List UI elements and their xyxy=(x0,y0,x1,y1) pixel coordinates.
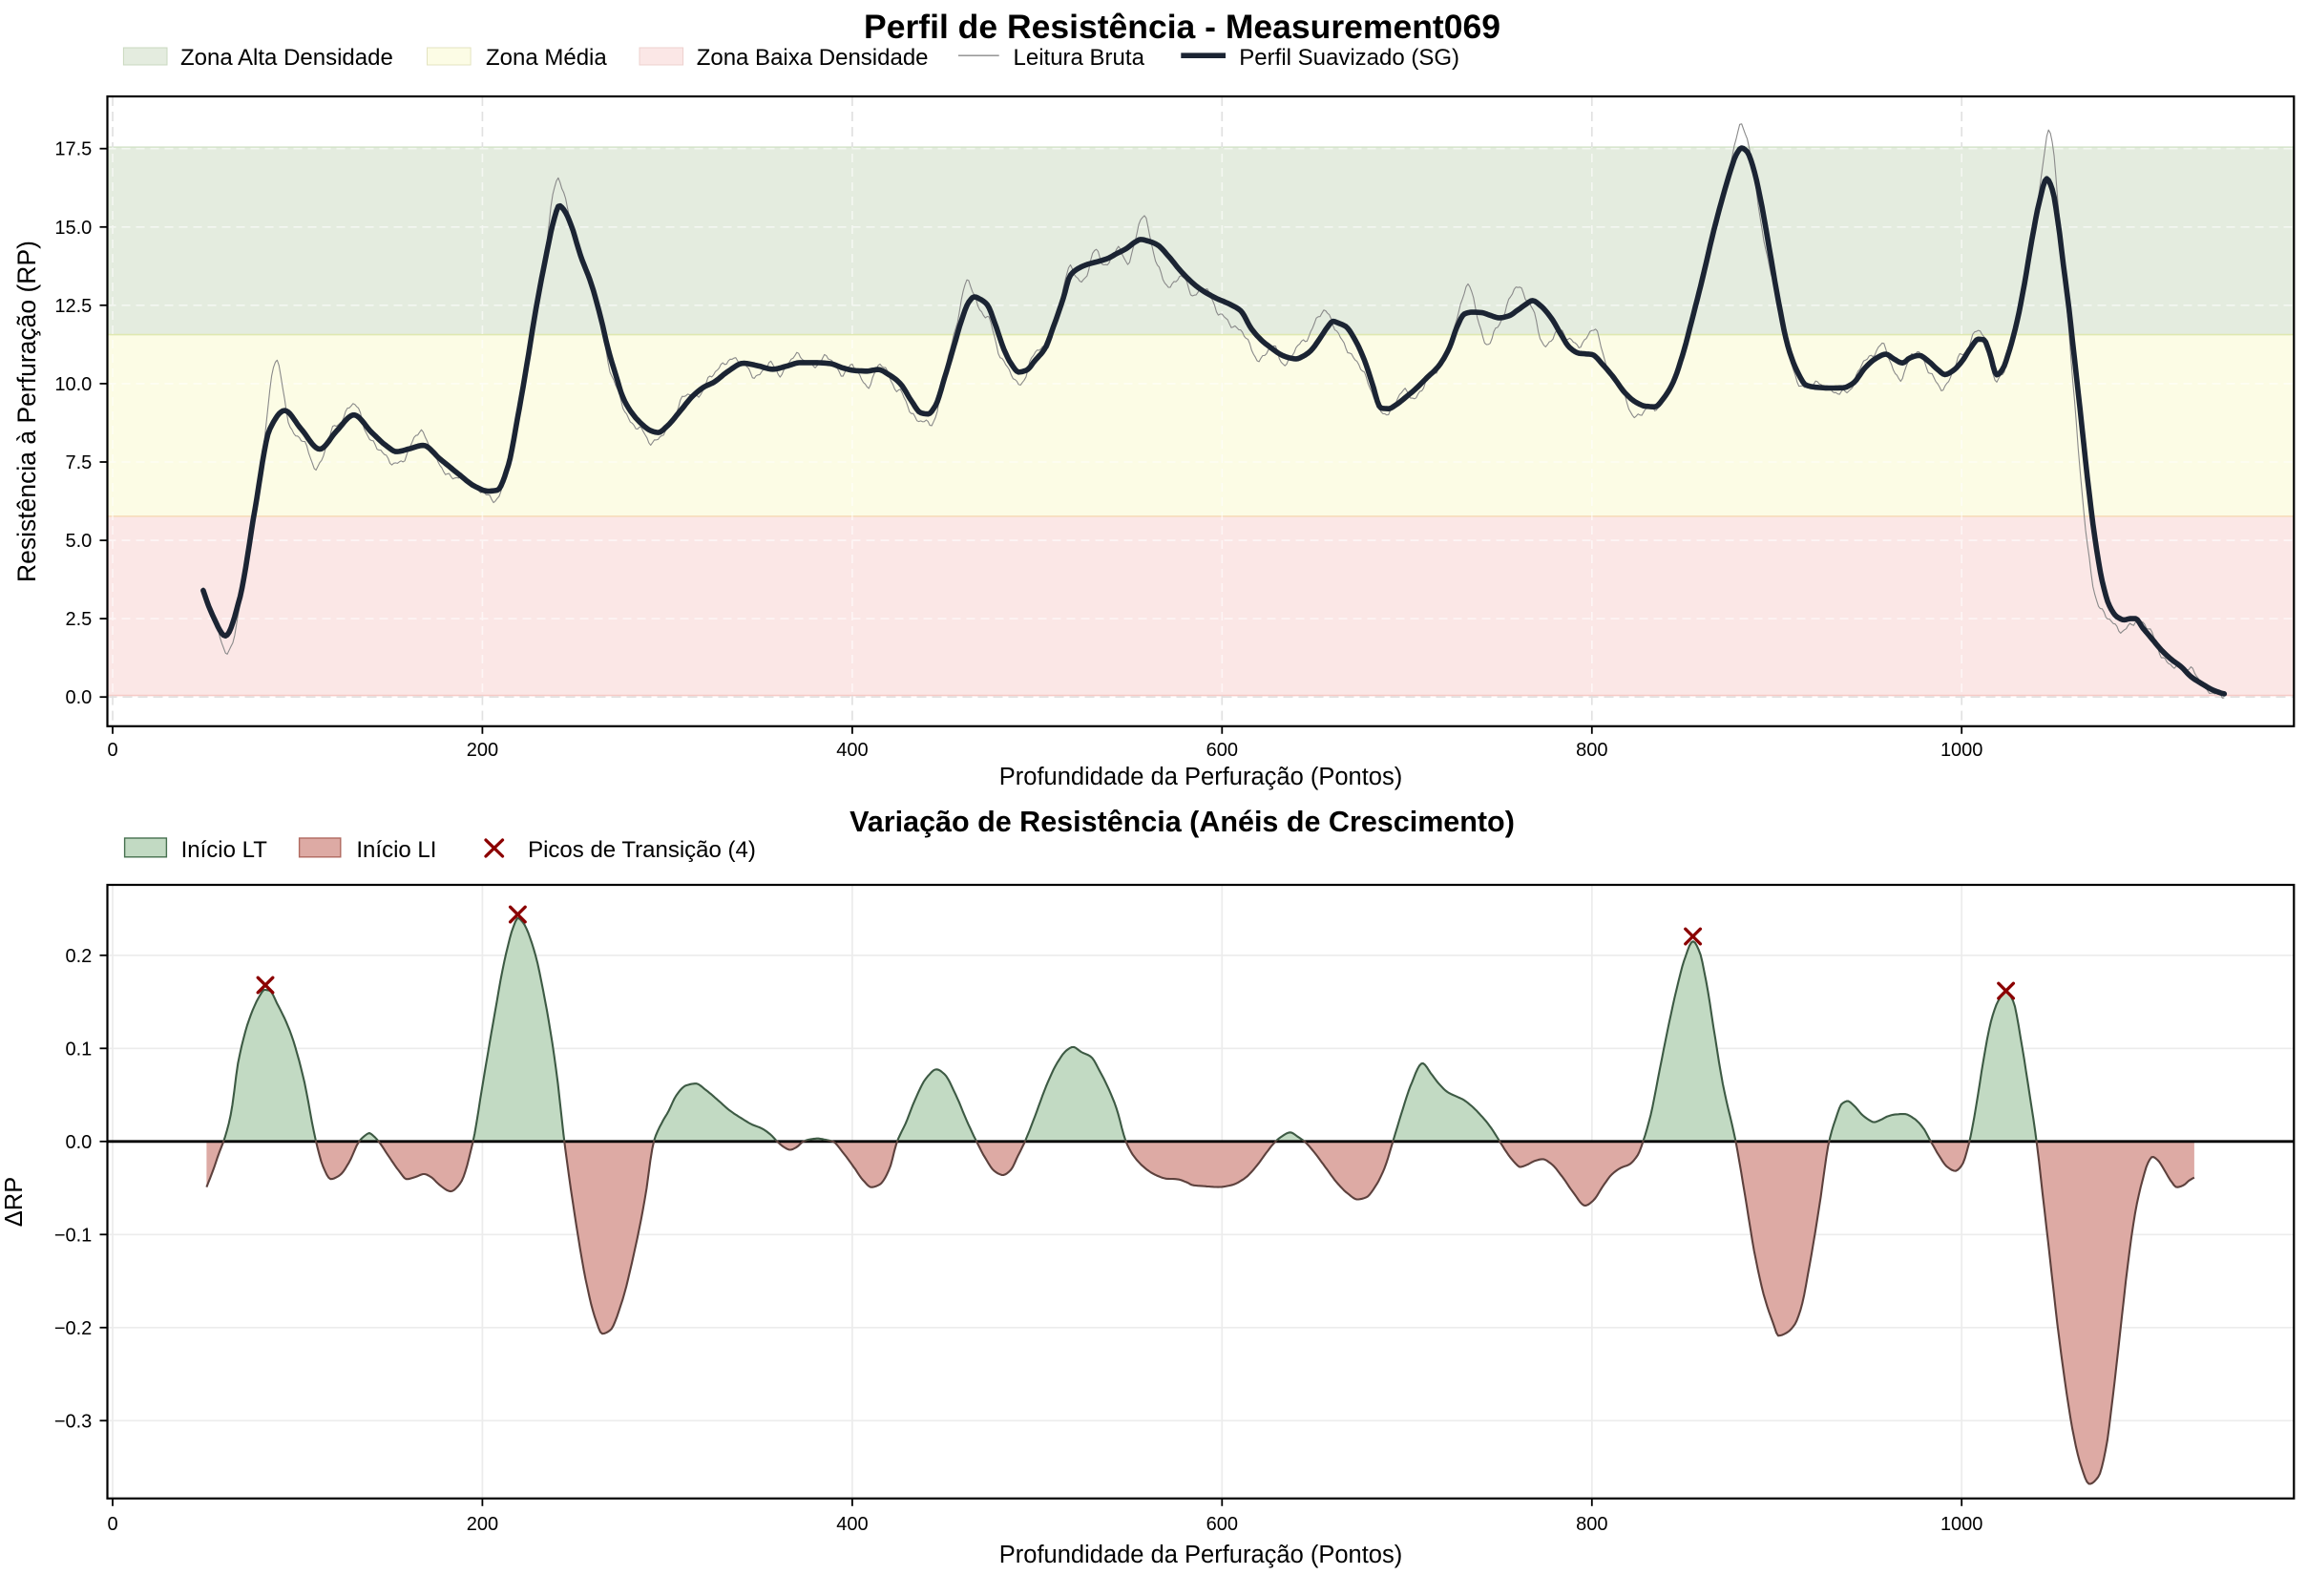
svg-text:Zona Alta Densidade: Zona Alta Densidade xyxy=(180,45,393,71)
svg-text:−0.1: −0.1 xyxy=(54,1225,92,1246)
svg-text:10.0: 10.0 xyxy=(54,374,92,395)
svg-text:5.0: 5.0 xyxy=(65,531,92,552)
svg-text:Resistência à Perfuração (RP): Resistência à Perfuração (RP) xyxy=(12,241,41,582)
svg-text:−0.3: −0.3 xyxy=(54,1411,92,1432)
svg-text:−0.2: −0.2 xyxy=(54,1318,92,1339)
svg-text:0.1: 0.1 xyxy=(65,1039,92,1060)
svg-text:Zona Baixa Densidade: Zona Baixa Densidade xyxy=(697,45,929,71)
svg-text:Variação de Resistência (Anéis: Variação de Resistência (Anéis de Cresci… xyxy=(849,806,1515,838)
svg-text:Picos de Transição (4): Picos de Transição (4) xyxy=(528,837,756,863)
svg-text:15.0: 15.0 xyxy=(54,218,92,239)
svg-text:1000: 1000 xyxy=(1940,740,1983,761)
svg-text:Perfil de Resistência - Measur: Perfil de Resistência - Measurement069 xyxy=(864,8,1500,46)
svg-text:400: 400 xyxy=(836,1514,868,1535)
svg-text:Perfil Suavizado (SG): Perfil Suavizado (SG) xyxy=(1239,45,1459,71)
svg-text:200: 200 xyxy=(467,740,498,761)
svg-text:Profundidade da Perfuração (Po: Profundidade da Perfuração (Pontos) xyxy=(999,1542,1402,1568)
svg-text:0.0: 0.0 xyxy=(65,687,92,708)
svg-text:200: 200 xyxy=(467,1514,498,1535)
svg-text:600: 600 xyxy=(1206,740,1238,761)
svg-text:400: 400 xyxy=(836,740,868,761)
svg-text:2.5: 2.5 xyxy=(65,609,92,630)
svg-text:1000: 1000 xyxy=(1940,1514,1983,1535)
svg-text:600: 600 xyxy=(1206,1514,1238,1535)
svg-text:Início LT: Início LT xyxy=(181,837,268,863)
svg-text:800: 800 xyxy=(1576,1514,1607,1535)
svg-text:17.5: 17.5 xyxy=(54,139,92,160)
svg-text:ΔRP: ΔRP xyxy=(1,1177,28,1227)
svg-text:Profundidade da Perfuração (Po: Profundidade da Perfuração (Pontos) xyxy=(999,764,1402,790)
svg-text:0: 0 xyxy=(107,740,117,761)
svg-text:0.0: 0.0 xyxy=(65,1132,92,1153)
svg-text:Início LI: Início LI xyxy=(356,837,436,863)
svg-text:12.5: 12.5 xyxy=(54,296,92,317)
svg-text:0: 0 xyxy=(107,1514,117,1535)
svg-text:7.5: 7.5 xyxy=(65,452,92,473)
svg-text:800: 800 xyxy=(1576,740,1607,761)
svg-text:Zona Média: Zona Média xyxy=(486,45,607,71)
svg-text:Leitura Bruta: Leitura Bruta xyxy=(1014,45,1145,71)
svg-text:0.2: 0.2 xyxy=(65,946,92,967)
